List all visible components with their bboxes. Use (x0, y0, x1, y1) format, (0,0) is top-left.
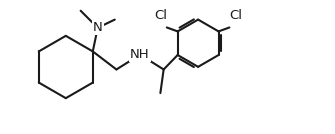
Text: NH: NH (130, 48, 150, 61)
Text: Cl: Cl (229, 9, 242, 22)
Text: Cl: Cl (155, 9, 168, 22)
Text: N: N (93, 21, 103, 34)
